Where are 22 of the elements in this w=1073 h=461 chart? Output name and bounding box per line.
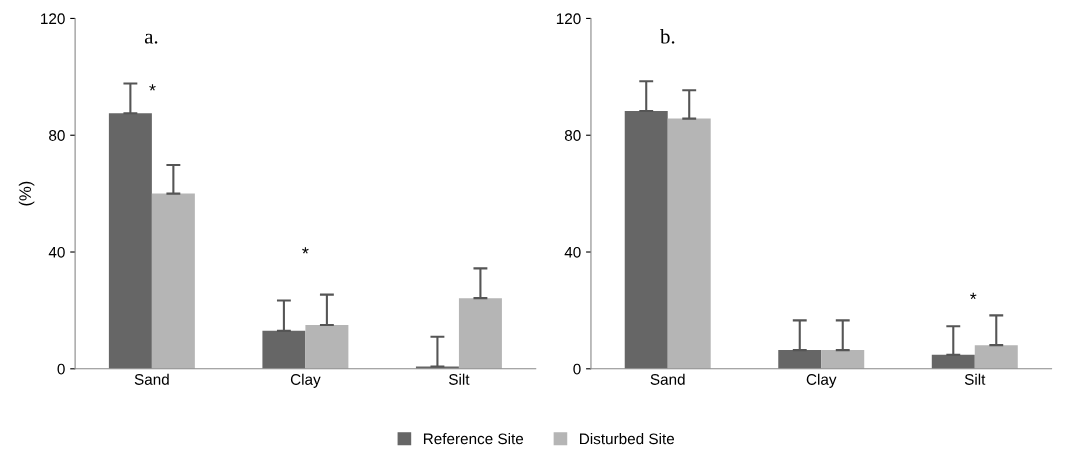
y-tick-label: 40 xyxy=(48,246,65,258)
y-tick-label: 120 xyxy=(41,13,65,25)
y-tick-label: 80 xyxy=(49,130,65,141)
legend-label: Reference Site xyxy=(423,433,524,445)
x-tick-label: Clay xyxy=(290,373,321,388)
y-tick-label: 0 xyxy=(573,363,581,375)
x-tick-label: Silt xyxy=(449,373,470,385)
x-tick-label: Sand xyxy=(650,373,685,385)
chart-title: b. xyxy=(660,28,675,44)
y-axis-title: (%) xyxy=(18,181,35,206)
x-tick-label: Clay xyxy=(806,373,837,388)
legend-label: Disturbed Site xyxy=(580,433,675,445)
annotation: * xyxy=(149,84,156,91)
x-tick-label: Sand xyxy=(134,373,169,385)
y-tick-label: 80 xyxy=(564,130,581,141)
annotation: * xyxy=(970,292,977,300)
y-tick-label: 40 xyxy=(564,246,581,258)
y-tick-label: 0 xyxy=(57,363,65,375)
chart-title: a. xyxy=(144,33,158,44)
annotation: * xyxy=(302,247,309,254)
x-tick-label: Silt xyxy=(964,373,986,385)
y-tick-label: 120 xyxy=(556,13,581,25)
